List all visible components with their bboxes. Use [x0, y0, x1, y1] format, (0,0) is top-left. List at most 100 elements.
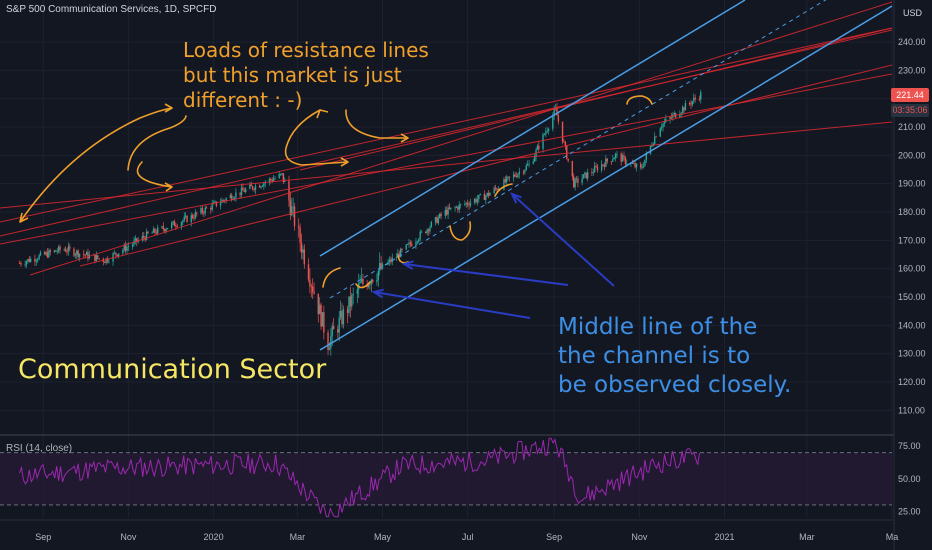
candle-body [332, 326, 335, 330]
candle-body [436, 217, 438, 224]
candle-body [288, 180, 290, 201]
candle-body [337, 329, 339, 333]
candle-body [263, 183, 265, 187]
candle-body [561, 121, 564, 142]
candle-body [522, 171, 525, 173]
orange-curve [355, 281, 371, 289]
candle-body [122, 249, 124, 254]
candle-body [87, 252, 89, 259]
resistance-line [0, 27, 893, 223]
time-tick-label: 2021 [714, 532, 734, 542]
candle-body [586, 172, 589, 179]
candle-body [85, 252, 88, 256]
candle-body [152, 228, 155, 233]
candle-body [693, 97, 695, 102]
candle-body [127, 246, 130, 248]
time-axis[interactable]: Sep Nov 2020 Mar May Jul Sep Nov 2021 Mar Ma [35, 532, 898, 542]
candle-body [566, 145, 568, 159]
candle-body [526, 164, 529, 166]
candle-body [211, 203, 213, 210]
candle-body [279, 173, 282, 175]
resistance-line [29, 1, 893, 276]
candle-body [439, 213, 441, 218]
candle-body [219, 202, 222, 206]
candle-body [35, 260, 37, 262]
candle-body [642, 165, 645, 168]
price-axis[interactable]: 110.00 120.00 130.00 140.00 150.00 160.00 170.… [898, 37, 926, 516]
candle-body [229, 195, 232, 199]
candle-body [164, 229, 166, 232]
candle-body [352, 293, 354, 296]
candle-body [577, 178, 579, 183]
candle-body [205, 207, 208, 209]
candle-body [595, 166, 597, 167]
candle-body [289, 200, 292, 216]
candle-body [117, 253, 120, 257]
resistance-line [299, 27, 893, 171]
candle-body [272, 178, 275, 182]
candle-body [552, 116, 554, 129]
orange-curve [345, 109, 409, 139]
candle-body [370, 279, 373, 285]
candle-body [147, 231, 149, 234]
candle-body [532, 161, 534, 164]
candle-body [250, 184, 252, 187]
candle-body [69, 246, 71, 249]
candle-body [385, 264, 388, 266]
candle-body [455, 206, 458, 208]
candle-body [249, 184, 251, 189]
orange-arrowhead [340, 157, 349, 167]
candle-body [254, 185, 257, 191]
last-price-tag: 221.44 [891, 88, 929, 102]
candle-body [328, 347, 331, 350]
candle-body [398, 253, 400, 258]
resistance-lines [0, 1, 893, 276]
candle-body [64, 249, 67, 252]
candle-body [243, 190, 245, 192]
candle-body [430, 221, 433, 228]
rsi-title[interactable]: RSI (14, close) [6, 443, 73, 454]
candle-body [518, 171, 520, 175]
candle-body [582, 174, 585, 179]
candle-body [166, 228, 169, 230]
candle-body [45, 252, 47, 255]
candle-body [688, 103, 691, 104]
candle-body [411, 244, 413, 246]
candle-body [281, 173, 283, 174]
candle-body [571, 160, 574, 177]
candle-body [235, 192, 237, 198]
candle-body [409, 242, 412, 245]
candle-body [39, 252, 42, 256]
candle-body [271, 179, 273, 182]
candle-body [186, 215, 188, 223]
orange-curve [322, 267, 341, 288]
candle-body [425, 231, 427, 233]
candle-body [239, 192, 241, 195]
candle-body [596, 166, 599, 171]
candle-body [690, 103, 692, 105]
candle-body [426, 229, 428, 233]
candle-body [563, 141, 565, 143]
candle-body [362, 278, 364, 285]
candle-body [418, 239, 420, 242]
candle-body [94, 254, 96, 261]
candle-body [434, 217, 437, 222]
candle-body [633, 163, 635, 165]
candle-body [493, 187, 495, 194]
candle-body [331, 326, 333, 337]
candle-body [95, 255, 98, 261]
candle-body [415, 241, 417, 246]
candle-body [681, 107, 684, 113]
candle-body [240, 187, 243, 195]
candle-body [231, 195, 233, 200]
orange-curve [284, 109, 349, 166]
candle-body [24, 264, 26, 266]
candle-body [222, 199, 225, 201]
resistance-line [0, 29, 893, 237]
candle-body [420, 231, 423, 233]
candle-body [183, 216, 185, 221]
currency-label[interactable]: USD [903, 8, 923, 18]
resistance-line-3: different : -) [183, 88, 303, 112]
chart-title[interactable]: S&P 500 Communication Services, 1D, SPCF… [6, 4, 217, 15]
